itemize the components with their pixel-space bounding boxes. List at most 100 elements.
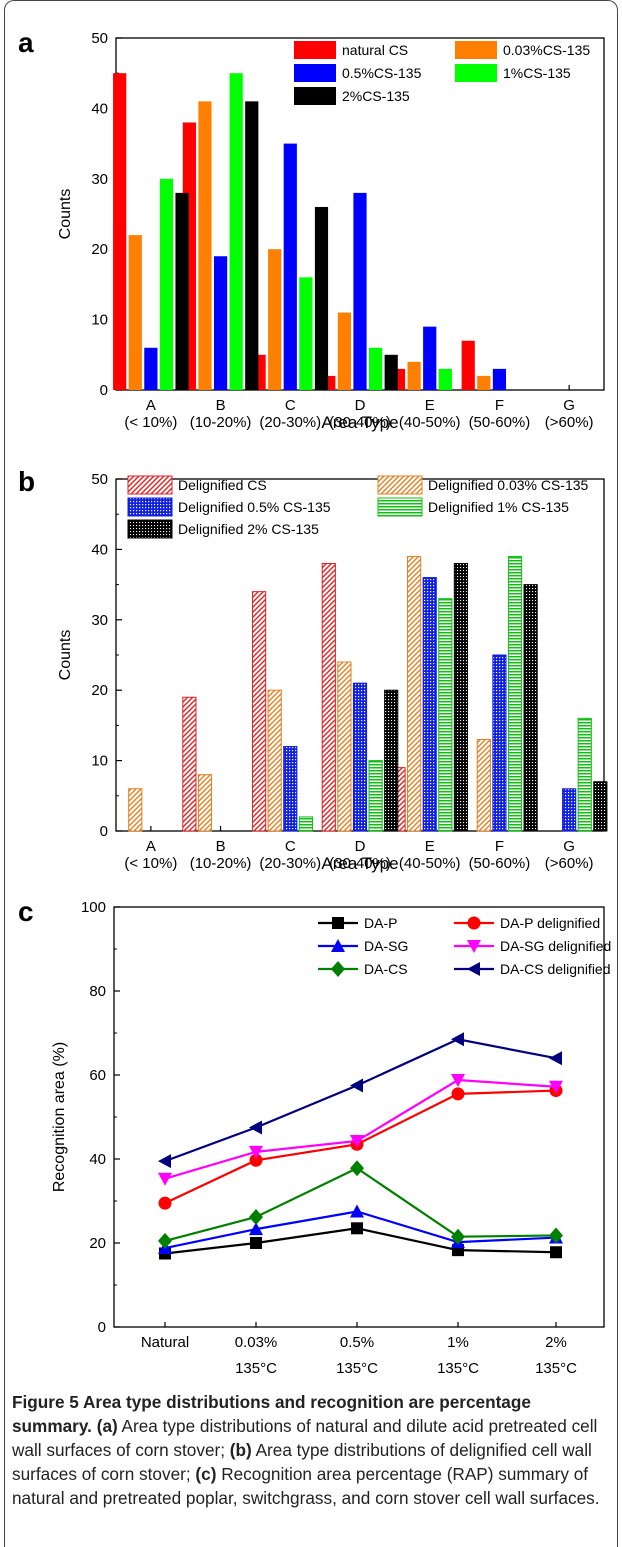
x-tick-label: B xyxy=(216,838,226,855)
series-point-da-sg xyxy=(249,1222,263,1236)
legend-swatch xyxy=(377,475,423,495)
bar-delignified-0-5-cs-135 xyxy=(492,654,507,832)
series-point-da-p-delignified xyxy=(158,1196,172,1210)
series-point-da-cs xyxy=(350,1160,364,1177)
bar-delignified-0-03-cs-135 xyxy=(337,661,352,832)
bar-delignified-1-cs-135 xyxy=(577,717,592,832)
y-tick-label: 60 xyxy=(89,1067,106,1084)
series-point-da-sg-delignified xyxy=(249,1145,263,1159)
bar-delignified-0-5-cs-135 xyxy=(562,788,577,832)
series-point-da-cs xyxy=(549,1227,563,1244)
legend-label: 0.03%CS-135 xyxy=(503,42,590,58)
legend-swatch xyxy=(294,41,336,59)
x-tick-label: B xyxy=(216,397,226,414)
legend-label: Delignified 2% CS-135 xyxy=(178,521,319,537)
bar-0-03-cs-135 xyxy=(337,312,351,390)
bar-delignified-2-cs-135 xyxy=(593,781,608,832)
y-tick-label: 0 xyxy=(98,1319,106,1336)
x-tick-sublabel: 135°C xyxy=(336,1360,378,1377)
y-tick-label: 10 xyxy=(91,753,108,770)
bar-delignified-0-03-cs-135 xyxy=(128,788,143,832)
series-point-da-cs-delignified xyxy=(451,1032,464,1047)
bar-delignified-2-cs-135 xyxy=(523,584,538,832)
y-axis-label: Counts xyxy=(57,630,74,681)
caption-c-text: Recognition area percentage (RAP) summar… xyxy=(12,1464,600,1508)
x-tick-label: D xyxy=(355,838,366,855)
bar-delignified-1-cs-135 xyxy=(298,816,313,832)
bar-0-5-cs-135 xyxy=(213,256,228,390)
bar-natural-cs xyxy=(113,73,127,390)
y-axis-label: Recognition area (%) xyxy=(51,1042,68,1192)
legend-swatch xyxy=(127,519,173,539)
x-axis-label: Area Type xyxy=(321,413,398,432)
series-point-da-p-delignified xyxy=(249,1153,263,1167)
legend-swatch xyxy=(377,497,423,517)
bar-0-5-cs-135 xyxy=(492,368,507,390)
x-tick-label: 0.5% xyxy=(340,1334,374,1351)
bar-2-cs-135 xyxy=(384,354,398,390)
legend-marker xyxy=(467,962,480,976)
bar-2-cs-135 xyxy=(245,101,259,391)
series-point-da-p xyxy=(550,1246,562,1259)
bar-0-03-cs-135 xyxy=(128,235,142,390)
legend-label: 0.5%CS-135 xyxy=(342,65,422,81)
y-tick-label: 20 xyxy=(91,682,108,699)
series-point-da-cs xyxy=(249,1208,263,1225)
x-axis-label: Area Type xyxy=(321,854,398,873)
legend-label: DA-P delignified xyxy=(500,915,600,931)
x-tick-label: A xyxy=(146,397,156,414)
legend-marker xyxy=(332,917,344,929)
legend-swatch xyxy=(294,87,336,105)
bar-delignified-cs xyxy=(251,591,267,832)
series-point-da-sg-delignified xyxy=(158,1172,172,1186)
legend-label: Delignified CS xyxy=(178,477,267,493)
bar-0-03-cs-135 xyxy=(477,375,491,390)
series-point-da-cs-delignified xyxy=(350,1078,363,1093)
bar-delignified-2-cs-135 xyxy=(384,689,399,832)
bar-delignified-1-cs-135 xyxy=(507,555,523,832)
x-tick-sublabel: (40-50%) xyxy=(399,414,461,431)
x-tick-sublabel: (30-40%) xyxy=(329,855,391,872)
bar-2-cs-135 xyxy=(314,206,329,390)
series-point-da-cs-delignified xyxy=(249,1120,262,1135)
x-tick-label: F xyxy=(495,397,504,414)
series-line-da-sg-delignified xyxy=(164,1078,557,1180)
x-tick-sublabel: 135°C xyxy=(535,1360,577,1377)
y-tick-label: 40 xyxy=(91,541,108,558)
x-tick-label: G xyxy=(563,838,575,855)
series-point-da-cs-delignified xyxy=(549,1051,562,1066)
y-tick-label: 30 xyxy=(91,612,108,629)
series-point-da-p xyxy=(250,1237,262,1249)
series-point-da-p xyxy=(351,1222,363,1235)
y-tick-label: 40 xyxy=(89,1151,106,1168)
legend-swatch xyxy=(127,497,173,517)
legend-swatch xyxy=(455,64,497,82)
x-tick-label: G xyxy=(563,397,575,414)
bar-delignified-0-03-cs-135 xyxy=(407,555,422,832)
chart-panel-a: a 0 10 20 30 40 50 Counts A(< 10%) B(10-20%) C(20… xyxy=(18,27,605,432)
y-tick-label: 20 xyxy=(91,241,108,258)
series-point-da-sg xyxy=(350,1204,364,1218)
x-tick-sublabel: (10-20%) xyxy=(190,414,252,431)
x-tick-sublabel: (>60%) xyxy=(545,855,594,872)
x-tick-label: C xyxy=(285,838,296,855)
caption-c-tag: (c) xyxy=(195,1464,217,1484)
x-tick-sublabel: (50-60%) xyxy=(469,855,531,872)
series-point-da-p-delignified xyxy=(451,1087,465,1101)
legend-label: DA-SG xyxy=(364,938,408,954)
x-tick-label: E xyxy=(425,397,435,414)
caption-b-tag: (b) xyxy=(229,1440,252,1460)
series-point-da-sg-delignified xyxy=(451,1074,465,1088)
legend-label: 2%CS-135 xyxy=(342,88,410,104)
x-tick-sublabel: (10-20%) xyxy=(190,855,252,872)
figure-frame xyxy=(4,0,618,1547)
legend-label: DA-P xyxy=(364,915,397,931)
x-tick-sublabel: 135°C xyxy=(437,1360,479,1377)
bar-delignified-1-cs-135 xyxy=(368,760,383,832)
legend-label: Delignified 0.03% CS-135 xyxy=(428,477,589,493)
x-tick-label: 2% xyxy=(545,1334,567,1351)
legend-label: DA-CS xyxy=(364,961,408,977)
y-tick-label: 0 xyxy=(100,382,108,399)
y-tick-label: 100 xyxy=(81,899,106,916)
bar-delignified-0-03-cs-135 xyxy=(267,689,282,832)
